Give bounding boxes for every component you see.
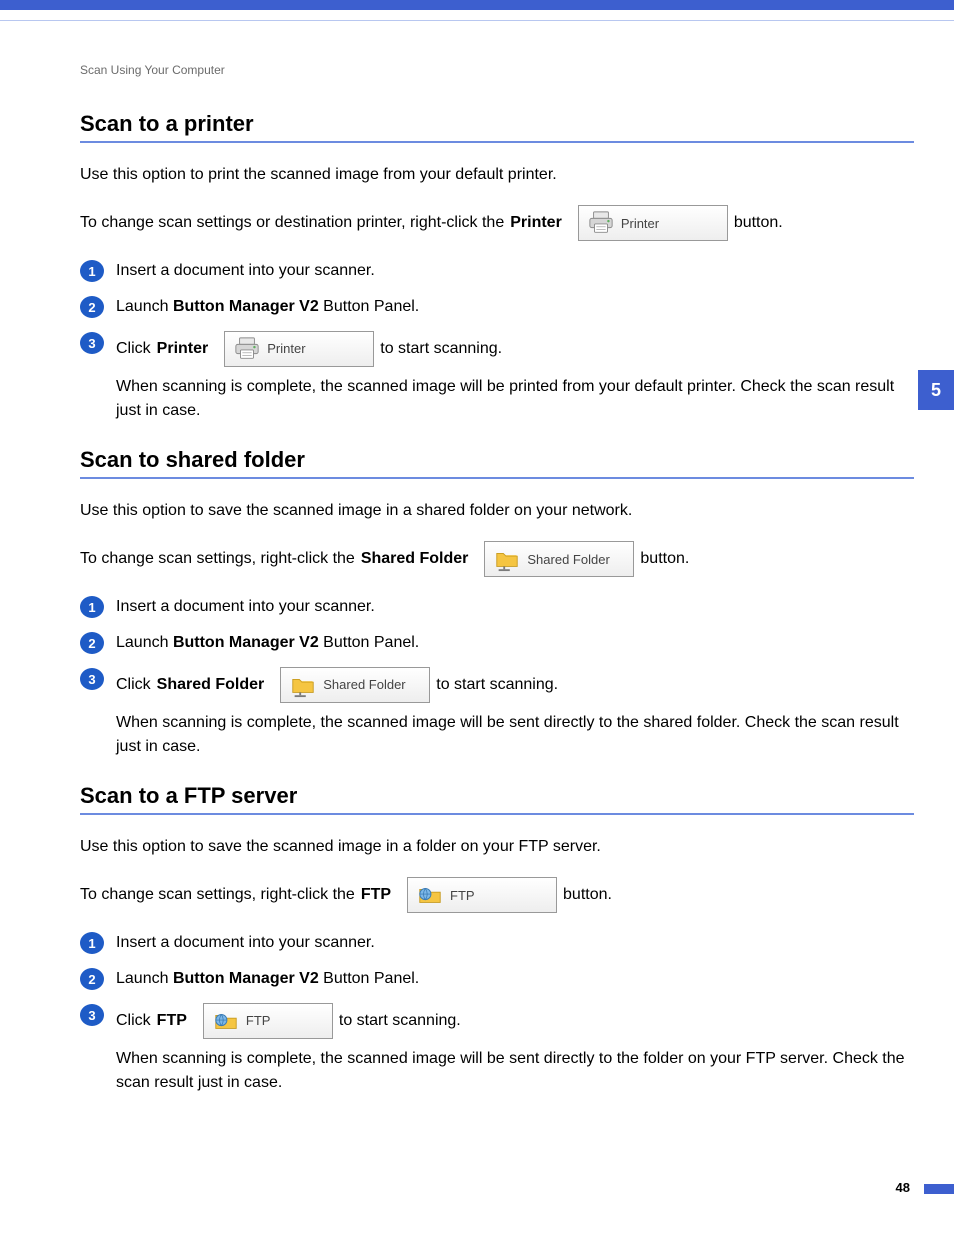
content-area: Scan Using Your Computer Scan to a print…	[0, 45, 954, 1159]
button-label: Printer	[621, 216, 659, 231]
button-label: Shared Folder	[527, 552, 609, 567]
step-text: Click Shared Folder Shared Folder to sta…	[116, 667, 914, 759]
text-bold: FTP	[361, 886, 391, 904]
printer-button[interactable]: Printer	[578, 205, 728, 241]
section-rule	[80, 477, 914, 479]
step-1: 1 Insert a document into your scanner.	[80, 259, 914, 283]
section-rule	[80, 813, 914, 815]
step-2: 2 Launch Button Manager V2 Button Panel.	[80, 295, 914, 319]
text-bold: Shared Folder	[157, 673, 265, 697]
folder-globe-icon	[416, 882, 444, 908]
step-number-badge: 2	[80, 968, 104, 990]
step-1: 1 Insert a document into your scanner.	[80, 595, 914, 619]
steps-ftp: 1 Insert a document into your scanner. 2…	[80, 931, 914, 1095]
step-text: Insert a document into your scanner.	[116, 259, 375, 283]
text-bold: FTP	[157, 1009, 187, 1033]
section-rule	[80, 141, 914, 143]
page: 5 Scan Using Your Computer Scan to a pri…	[0, 0, 954, 1235]
text: Click	[116, 673, 151, 697]
step-2: 2 Launch Button Manager V2 Button Panel.	[80, 631, 914, 655]
section-title-ftp: Scan to a FTP server	[80, 783, 914, 809]
change-settings-line: To change scan settings or destination p…	[80, 205, 914, 241]
shared-folder-button[interactable]: Shared Folder	[484, 541, 634, 577]
text: to start scanning.	[380, 337, 502, 361]
button-label: Shared Folder	[323, 675, 405, 695]
step-complete-text: When scanning is complete, the scanned i…	[116, 1047, 914, 1095]
step-2: 2 Launch Button Manager V2 Button Panel.	[80, 967, 914, 991]
step-3: 3 Click Printer Printer to start scannin…	[80, 331, 914, 423]
text-bold: Printer	[510, 214, 562, 232]
steps-shared: 1 Insert a document into your scanner. 2…	[80, 595, 914, 759]
section-title-printer: Scan to a printer	[80, 111, 914, 137]
step-text: Launch Button Manager V2 Button Panel.	[116, 967, 419, 991]
text: button.	[563, 886, 612, 904]
text: button.	[640, 550, 689, 568]
text: To change scan settings, right-click the	[80, 550, 355, 568]
change-settings-line: To change scan settings, right-click the…	[80, 541, 914, 577]
header-divider	[0, 20, 954, 21]
ftp-button[interactable]: FTP	[407, 877, 557, 913]
step-number-badge: 1	[80, 596, 104, 618]
step-text: Insert a document into your scanner.	[116, 931, 375, 955]
text: to start scanning.	[339, 1009, 461, 1033]
step-number-badge: 2	[80, 632, 104, 654]
step-text: Click FTP FTP to start scanning. When sc…	[116, 1003, 914, 1095]
step-3: 3 Click Shared Folder Shared Folder to s…	[80, 667, 914, 759]
intro-text: Use this option to print the scanned ima…	[80, 163, 914, 187]
printer-icon	[233, 336, 261, 362]
header-accent-bar	[0, 0, 954, 10]
step-text: Launch Button Manager V2 Button Panel.	[116, 295, 419, 319]
step-number-badge: 1	[80, 932, 104, 954]
step-number-badge: 3	[80, 332, 104, 354]
printer-icon	[587, 210, 615, 236]
step-text: Launch Button Manager V2 Button Panel.	[116, 631, 419, 655]
page-number: 48	[896, 1180, 910, 1195]
printer-button[interactable]: Printer	[224, 331, 374, 367]
breadcrumb: Scan Using Your Computer	[80, 63, 914, 77]
folder-network-icon	[493, 546, 521, 572]
step-number-badge: 1	[80, 260, 104, 282]
change-settings-line: To change scan settings, right-click the…	[80, 877, 914, 913]
step-number-badge: 3	[80, 1004, 104, 1026]
step-1: 1 Insert a document into your scanner.	[80, 931, 914, 955]
step-text: Insert a document into your scanner.	[116, 595, 375, 619]
text-bold: Shared Folder	[361, 550, 469, 568]
shared-folder-button[interactable]: Shared Folder	[280, 667, 430, 703]
text: to start scanning.	[436, 673, 558, 697]
button-label: Printer	[267, 339, 305, 359]
steps-printer: 1 Insert a document into your scanner. 2…	[80, 259, 914, 423]
text: Click	[116, 337, 151, 361]
intro-text: Use this option to save the scanned imag…	[80, 835, 914, 859]
button-label: FTP	[450, 888, 475, 903]
folder-network-icon	[289, 672, 317, 698]
chapter-tab: 5	[918, 370, 954, 410]
step-complete-text: When scanning is complete, the scanned i…	[116, 375, 914, 423]
text: To change scan settings, right-click the	[80, 886, 355, 904]
step-3: 3 Click FTP FTP to start scanning. When …	[80, 1003, 914, 1095]
step-text: Click Printer Printer to start scanning.…	[116, 331, 914, 423]
text-bold: Printer	[157, 337, 209, 361]
step-complete-text: When scanning is complete, the scanned i…	[116, 711, 914, 759]
button-label: FTP	[246, 1011, 271, 1031]
intro-text: Use this option to save the scanned imag…	[80, 499, 914, 523]
folder-globe-icon	[212, 1008, 240, 1034]
step-number-badge: 2	[80, 296, 104, 318]
section-title-shared: Scan to shared folder	[80, 447, 914, 473]
text: Click	[116, 1009, 151, 1033]
ftp-button[interactable]: FTP	[203, 1003, 333, 1039]
text: button.	[734, 214, 783, 232]
text: To change scan settings or destination p…	[80, 214, 504, 232]
step-number-badge: 3	[80, 668, 104, 690]
